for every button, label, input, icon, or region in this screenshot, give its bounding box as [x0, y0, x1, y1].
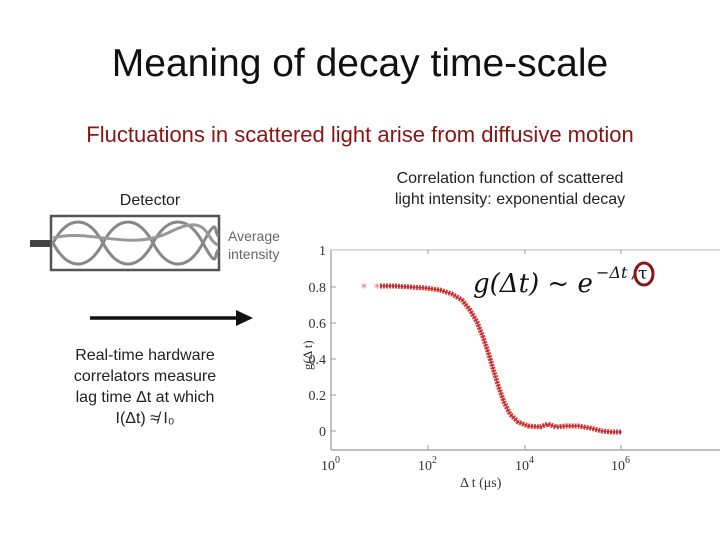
formula-tau: τ: [638, 264, 647, 284]
formula-exponent: −Δt /: [596, 263, 639, 282]
detector-label: Detector: [119, 192, 181, 209]
detector-box: [49, 214, 221, 272]
svg-text:0.8: 0.8: [309, 281, 327, 296]
input-beam-icon: [30, 240, 52, 247]
plot-axes: 1 0.8 0.6 0.4 0.2 0 100 102 104 106: [300, 244, 720, 491]
slide-subtitle: Fluctuations in scattered light arise fr…: [86, 122, 634, 147]
svg-text:100: 100: [321, 455, 340, 474]
intensity-label: intensity: [228, 246, 279, 262]
x-axis-label: Δ t (μs): [460, 476, 502, 491]
x-tick-labels: 100 102 104 106: [321, 455, 630, 474]
svg-text:0.2: 0.2: [309, 389, 327, 404]
wave-3-icon: [52, 223, 219, 247]
svg-text:106: 106: [611, 455, 630, 474]
svg-text:0: 0: [319, 425, 326, 440]
desc-line-2: correlators measure: [73, 368, 217, 385]
desc-line-4: I(Δt) ≉ I₀: [115, 410, 175, 427]
arrow-icon: [90, 310, 253, 326]
slide-title: Meaning of decay time-scale: [111, 42, 609, 85]
svg-text:0.6: 0.6: [309, 317, 327, 332]
desc-line-1: Real-time hardware: [75, 347, 215, 364]
formula-annotation: g(Δt) ~ e −Δt / τ: [473, 261, 655, 299]
correlator-description: Real-time hardware correlators measure l…: [40, 345, 250, 429]
correlation-caption: Correlation function of scattered light …: [360, 168, 660, 210]
caption-line-2: light intensity: exponential decay: [394, 191, 626, 208]
detector-diagram: Average intensity: [30, 214, 280, 272]
svg-text:*: *: [361, 281, 367, 295]
y-axis-label: g(Δ t): [300, 340, 315, 370]
svg-text:*: *: [374, 281, 380, 295]
svg-text:102: 102: [418, 455, 437, 474]
data-series: * *: [361, 281, 622, 435]
y-tick-labels: 1 0.8 0.6 0.4 0.2 0: [309, 244, 327, 440]
svg-text:1: 1: [319, 244, 326, 259]
tau-highlight-circle: [633, 261, 655, 287]
svg-text:104: 104: [515, 455, 534, 474]
average-label: Average: [228, 228, 280, 244]
svg-text:0.4: 0.4: [309, 353, 327, 368]
caption-line-1: Correlation function of scattered: [396, 170, 624, 187]
formula-lhs: g(Δt) ~ e: [473, 269, 593, 299]
desc-line-3: lag time Δt at which: [75, 389, 215, 406]
